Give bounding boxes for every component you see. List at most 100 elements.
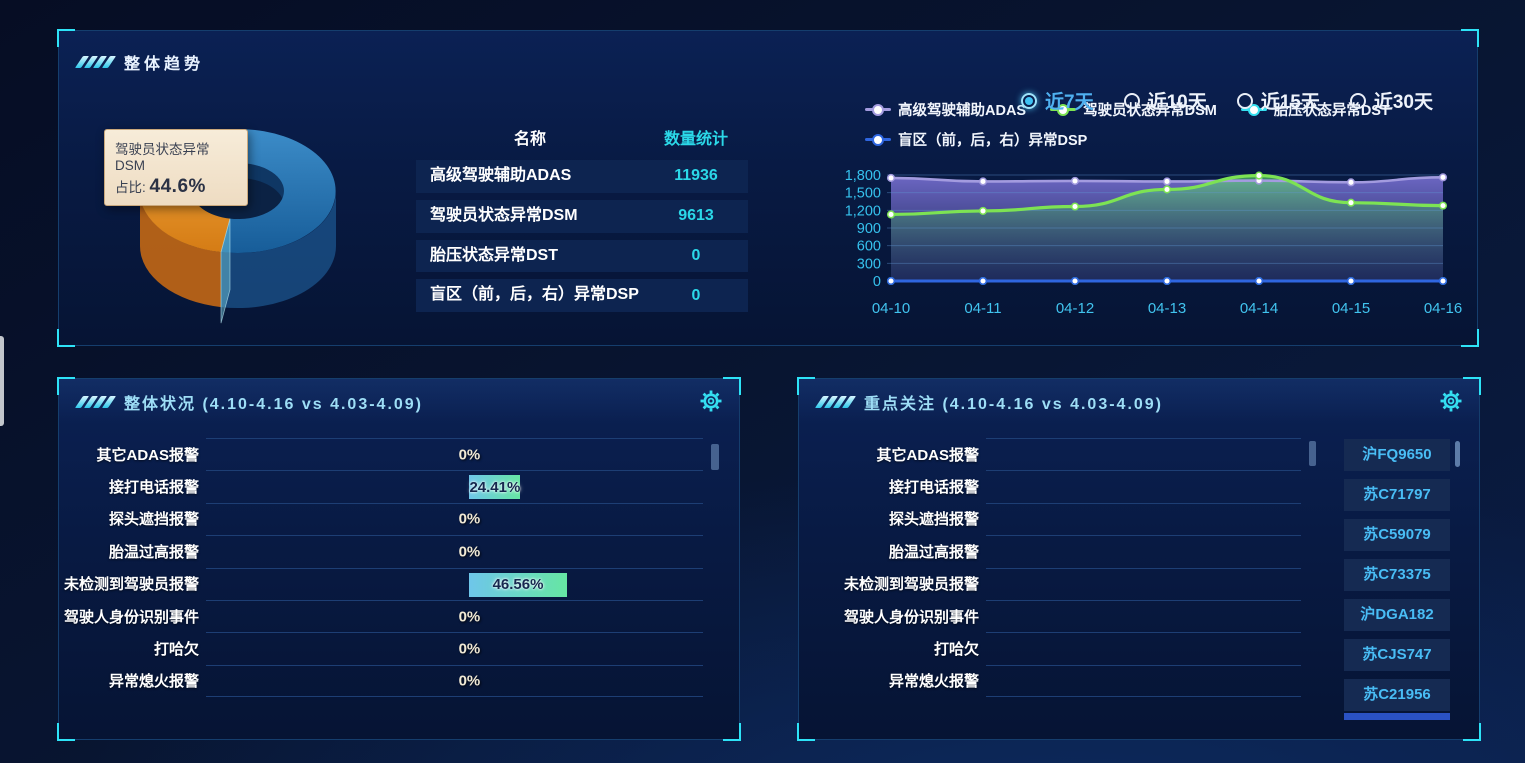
data-point[interactable] bbox=[886, 173, 896, 182]
bar-value-label: 46.56% bbox=[492, 576, 544, 594]
status-panel: 整体状况 (4.10-4.16 vs 4.03-4.09) 其它ADAS报警 0%… bbox=[57, 377, 741, 741]
metric-row: 接打电话报警 bbox=[799, 470, 1479, 502]
donut-wall-adas bbox=[221, 191, 337, 309]
legend-item[interactable]: 高级驾驶辅助ADAS bbox=[865, 99, 1026, 120]
data-point[interactable] bbox=[1346, 276, 1356, 286]
focus-bar-rows: 其它ADAS报警 接打电话报警 探头遮挡报警 胎温过高报警 未检测到驾驶员报警 驾驶人身份… bbox=[799, 438, 1479, 698]
corner-bracket bbox=[57, 329, 75, 347]
table-cell-value: 0 bbox=[691, 246, 701, 264]
time-range-option-0[interactable]: 近7天 bbox=[1021, 87, 1094, 114]
data-point[interactable] bbox=[1346, 178, 1356, 187]
plate-button[interactable]: 苏C59079 bbox=[1344, 519, 1450, 551]
y-tick-label: 300 bbox=[857, 256, 881, 272]
metric-track bbox=[986, 502, 1301, 535]
metric-track: 0% bbox=[206, 438, 703, 470]
corner-bracket bbox=[57, 723, 75, 741]
metric-row: 驾驶人身份识别事件 0% bbox=[59, 599, 739, 632]
zero-value-label: 0% bbox=[458, 446, 481, 464]
radio-label: 近15天 bbox=[1260, 92, 1320, 113]
tooltip-label: 占比: bbox=[115, 180, 146, 195]
data-point[interactable] bbox=[1070, 276, 1080, 286]
trend-panel-header: 整体趋势 bbox=[59, 39, 1477, 85]
plate-button[interactable]: 苏C73375 bbox=[1344, 559, 1450, 591]
stats-table-body: 高级驾驶辅助ADAS 11936 驾驶员状态异常DSM 9613 胎压状态异常DST 0 盲… bbox=[416, 160, 748, 313]
metric-row: 打哈欠 bbox=[799, 632, 1479, 664]
metric-label: 其它ADAS报警 bbox=[876, 446, 979, 464]
x-tick-label: 04-15 bbox=[1332, 300, 1370, 317]
metric-row: 异常熄火报警 bbox=[799, 664, 1479, 698]
data-point[interactable] bbox=[978, 206, 988, 215]
metric-label: 接打电话报警 bbox=[888, 479, 979, 497]
data-point[interactable] bbox=[886, 210, 896, 219]
plate-scrollbar-thumb[interactable] bbox=[1455, 441, 1460, 467]
data-point[interactable] bbox=[1346, 198, 1356, 207]
metric-track: 0% bbox=[206, 664, 703, 698]
data-point[interactable] bbox=[1438, 276, 1448, 286]
comparison-bar[interactable]: 24.41% bbox=[469, 475, 521, 500]
scrollbar-thumb[interactable] bbox=[711, 444, 719, 470]
data-point[interactable] bbox=[1254, 276, 1264, 286]
metric-label: 其它ADAS报警 bbox=[96, 446, 199, 464]
plate-list: 沪FQ9650 苏C71797 苏C59079 苏C73375 沪DGA182 苏CJS7… bbox=[1344, 439, 1450, 720]
data-point[interactable] bbox=[978, 276, 988, 286]
metric-track bbox=[986, 438, 1301, 470]
data-point[interactable] bbox=[1070, 176, 1080, 185]
data-point[interactable] bbox=[1070, 202, 1080, 211]
radio-label: 近10天 bbox=[1147, 92, 1207, 113]
data-point[interactable] bbox=[1162, 185, 1172, 194]
metric-row: 胎温过高报警 bbox=[799, 535, 1479, 567]
data-point[interactable] bbox=[1254, 171, 1264, 180]
status-panel-header: 整体状况 (4.10-4.16 vs 4.03-4.09) bbox=[59, 379, 739, 425]
data-point[interactable] bbox=[1162, 177, 1172, 186]
time-range-option-1[interactable]: 近10天 bbox=[1123, 87, 1207, 114]
header-background bbox=[799, 379, 1479, 423]
time-range-option-2[interactable]: 近15天 bbox=[1236, 87, 1320, 114]
settings-button[interactable] bbox=[1439, 389, 1463, 413]
corner-bracket bbox=[1463, 723, 1481, 741]
left-edge-strip bbox=[0, 336, 4, 426]
data-point[interactable] bbox=[978, 177, 988, 186]
plate-button[interactable]: 沪DGA182 bbox=[1344, 599, 1450, 631]
corner-bracket bbox=[1461, 29, 1479, 47]
y-tick-label: 1,200 bbox=[845, 203, 881, 219]
data-point[interactable] bbox=[1438, 173, 1448, 182]
plate-button[interactable]: 苏CJS747 bbox=[1344, 639, 1450, 671]
metric-row: 接打电话报警 24.41% bbox=[59, 470, 739, 502]
y-tick-label: 1,800 bbox=[845, 168, 881, 184]
data-point[interactable] bbox=[886, 276, 896, 286]
legend-marker-icon bbox=[1240, 103, 1267, 116]
comparison-bar[interactable]: 46.56% bbox=[469, 572, 567, 597]
corner-bracket bbox=[1463, 377, 1481, 395]
metric-row: 其它ADAS报警 bbox=[799, 438, 1479, 470]
donut-highlight-plane bbox=[220, 218, 231, 324]
legend-marker-icon bbox=[865, 133, 891, 146]
tooltip-series-name: 驾驶员状态异常DSM bbox=[115, 142, 210, 173]
legend-item[interactable]: 盲区（前，后，右）异常DSP bbox=[865, 129, 1087, 150]
zero-value-label: 0% bbox=[458, 608, 481, 626]
radio-icon bbox=[1236, 92, 1253, 109]
data-point[interactable] bbox=[1162, 276, 1172, 286]
y-tick-label: 1,500 bbox=[845, 186, 881, 202]
x-tick-label: 04-14 bbox=[1240, 300, 1278, 317]
scrollbar-thumb[interactable] bbox=[1309, 441, 1316, 466]
plate-button[interactable]: 苏C71797 bbox=[1344, 479, 1450, 511]
settings-button[interactable] bbox=[699, 389, 723, 413]
time-range-option-3[interactable]: 近30天 bbox=[1349, 87, 1433, 114]
corner-bracket bbox=[797, 377, 815, 395]
chart-tooltip: 驾驶员状态异常DSM 占比: 44.6% bbox=[104, 129, 248, 206]
bar-value-label: 24.41% bbox=[469, 478, 521, 496]
metric-row: 驾驶人身份识别事件 bbox=[799, 599, 1479, 632]
x-tick-label: 04-10 bbox=[872, 300, 910, 317]
table-cell-name: 胎压状态异常DST bbox=[430, 246, 559, 264]
table-cell-value: 11936 bbox=[674, 167, 718, 185]
donut-slice-adas[interactable] bbox=[221, 128, 336, 253]
trend-panel: 整体趋势 近7天 近10天 近15天 近30天 驾驶员状态异常DSM 占比: 44.6… bbox=[57, 29, 1479, 347]
plate-selected-strip bbox=[1344, 713, 1450, 720]
legend-item[interactable]: 驾驶员状态异常DSM bbox=[1050, 99, 1217, 120]
plate-button[interactable]: 苏C21956 bbox=[1344, 679, 1450, 711]
metric-track: 0% bbox=[206, 599, 703, 632]
x-tick-label: 04-11 bbox=[964, 300, 1001, 317]
plate-button[interactable]: 沪FQ9650 bbox=[1344, 439, 1450, 471]
data-point[interactable] bbox=[1438, 201, 1448, 210]
